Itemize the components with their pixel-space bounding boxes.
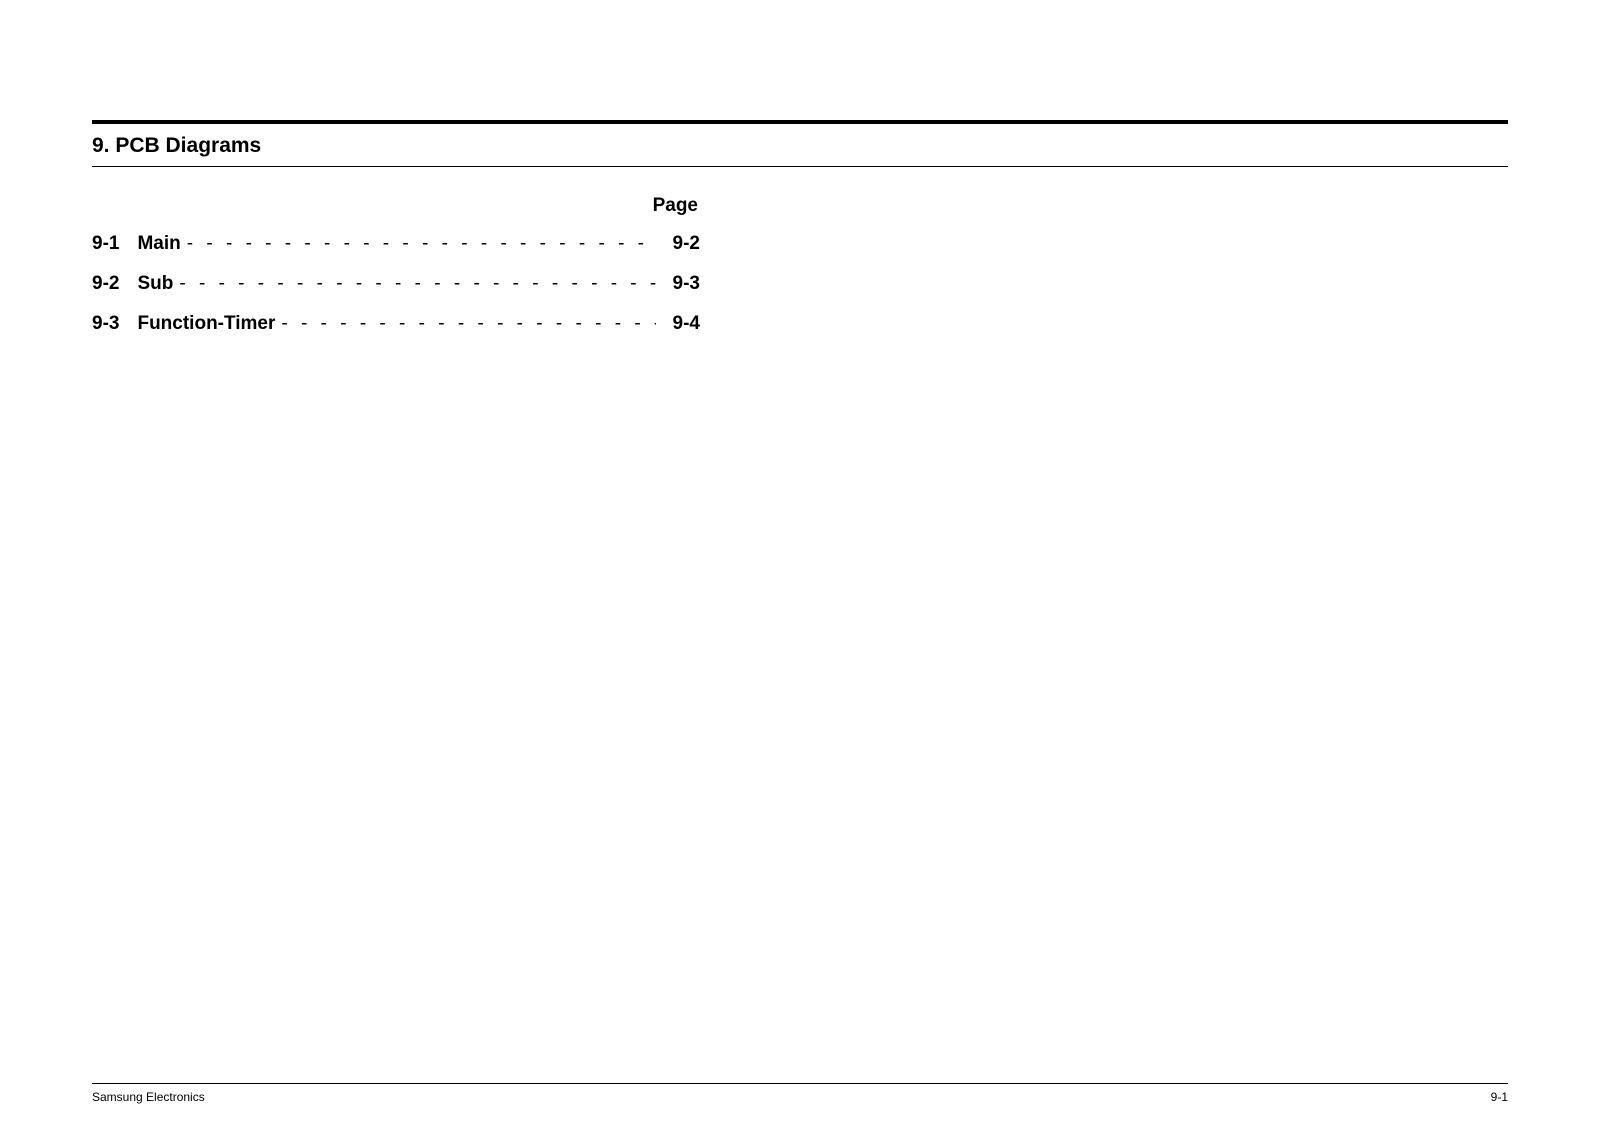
toc-entry-number: 9-1 [92, 233, 119, 255]
footer-row: Samsung Electronics 9-1 [92, 1090, 1508, 1104]
toc-row: 9-1 Main - - - - - - - - - - - - - - - -… [92, 233, 700, 255]
toc-leader-dots: - - - - - - - - - - - - - - - - - - - - … [281, 313, 656, 335]
toc-row: 9-3 Function-Timer - - - - - - - - - - -… [92, 313, 700, 335]
toc-leader-dots: - - - - - - - - - - - - - - - - - - - - … [179, 273, 656, 295]
toc-entry-page: 9-4 [666, 313, 700, 335]
top-rule-thin [92, 166, 1508, 167]
toc: Page 9-1 Main - - - - - - - - - - - - - … [92, 195, 700, 335]
footer-rule [92, 1083, 1508, 1084]
toc-row: 9-2 Sub - - - - - - - - - - - - - - - - … [92, 273, 700, 295]
toc-entry-number: 9-3 [92, 313, 119, 335]
top-rule-thick [92, 120, 1508, 124]
section-heading: 9. PCB Diagrams [92, 134, 1508, 158]
footer-company: Samsung Electronics [92, 1090, 205, 1104]
toc-entry-title: Function-Timer [137, 313, 275, 335]
footer-page-number: 9-1 [1491, 1090, 1508, 1104]
toc-entry-page: 9-2 [666, 233, 700, 255]
toc-page-column-label: Page [92, 195, 700, 217]
toc-entry-page: 9-3 [666, 273, 700, 295]
toc-leader-dots: - - - - - - - - - - - - - - - - - - - - … [187, 233, 656, 255]
document-page: 9. PCB Diagrams Page 9-1 Main - - - - - … [0, 0, 1600, 1132]
toc-entry-title: Sub [137, 273, 173, 295]
footer: Samsung Electronics 9-1 [92, 1083, 1508, 1104]
toc-entry-title: Main [137, 233, 180, 255]
toc-entry-number: 9-2 [92, 273, 119, 295]
